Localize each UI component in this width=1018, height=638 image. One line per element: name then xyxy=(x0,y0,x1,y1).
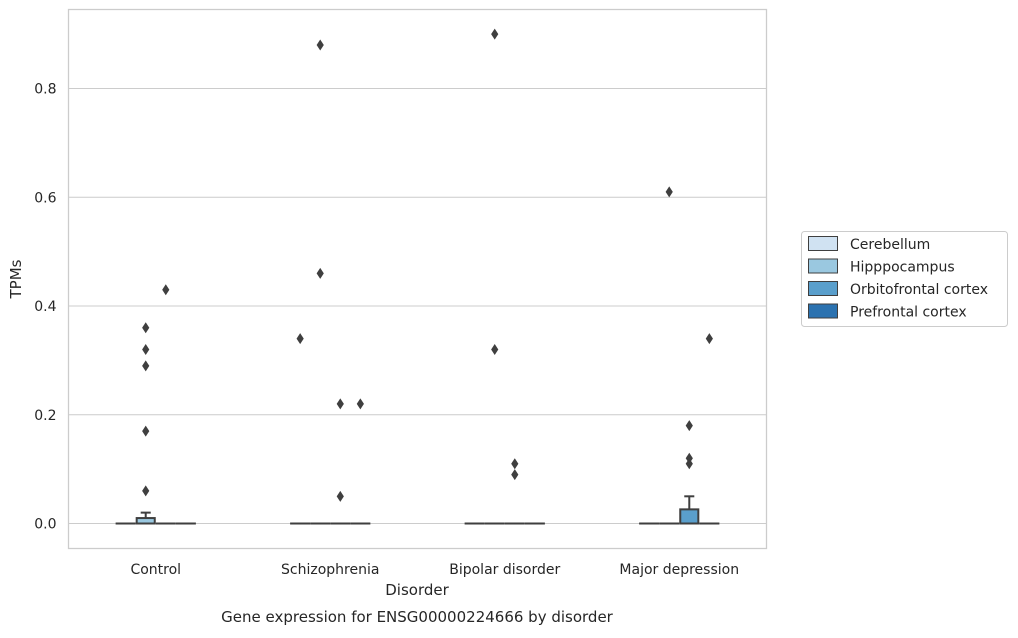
outlier-point xyxy=(297,333,304,344)
outlier-point xyxy=(706,333,713,344)
outlier-point xyxy=(337,491,344,502)
y-tick-label: 0.4 xyxy=(34,299,56,315)
y-tick-label: 0.8 xyxy=(34,82,56,98)
y-axis-label: TPMs xyxy=(7,259,25,299)
gridlines xyxy=(69,89,767,524)
plot-area xyxy=(69,10,767,549)
outlier-point xyxy=(666,186,673,197)
legend-swatch xyxy=(809,304,838,318)
legend-swatch xyxy=(809,259,838,273)
outlier-point xyxy=(142,344,149,355)
outlier-point xyxy=(142,426,149,437)
x-tick-label: Control xyxy=(130,562,181,578)
x-tick-labels: Control Schizophrenia Bipolar disorder Majo… xyxy=(130,562,739,578)
outlier-point xyxy=(142,360,149,371)
outlier-point xyxy=(511,458,518,469)
figure-caption: Gene expression for ENSG00000224666 by d… xyxy=(221,608,614,626)
outlier-point xyxy=(317,268,324,279)
outliers xyxy=(142,29,713,502)
y-tick-label: 0.0 xyxy=(34,517,56,533)
x-tick-label: Major depression xyxy=(619,562,739,578)
box-hipppocampus xyxy=(137,513,155,524)
outlier-point xyxy=(142,322,149,333)
legend: Cerebellum Hipppocampus Orbitofrontal cort… xyxy=(802,232,1008,327)
boxes xyxy=(117,496,719,523)
y-tick-label: 0.2 xyxy=(34,408,56,424)
x-axis-label: Disorder xyxy=(385,581,449,599)
outlier-point xyxy=(337,398,344,409)
outlier-point xyxy=(317,40,324,51)
legend-swatch xyxy=(809,282,838,296)
outlier-point xyxy=(357,398,364,409)
x-tick-label: Schizophrenia xyxy=(281,562,379,578)
legend-label: Prefrontal cortex xyxy=(850,305,967,321)
legend-swatch xyxy=(809,237,838,251)
outlier-point xyxy=(142,485,149,496)
outlier-point xyxy=(491,344,498,355)
y-tick-labels: 0.0 0.2 0.4 0.6 0.8 xyxy=(34,82,56,533)
y-tick-label: 0.6 xyxy=(34,190,56,206)
box-body xyxy=(680,509,698,523)
outlier-point xyxy=(162,284,169,295)
legend-label: Hipppocampus xyxy=(850,260,955,276)
legend-label: Orbitofrontal cortex xyxy=(850,282,988,298)
outlier-point xyxy=(491,29,498,40)
x-tick-label: Bipolar disorder xyxy=(449,562,560,578)
outlier-point xyxy=(511,469,518,480)
legend-label: Cerebellum xyxy=(850,237,930,253)
outlier-point xyxy=(686,420,693,431)
box-orbitofrontal-cortex xyxy=(680,496,698,523)
